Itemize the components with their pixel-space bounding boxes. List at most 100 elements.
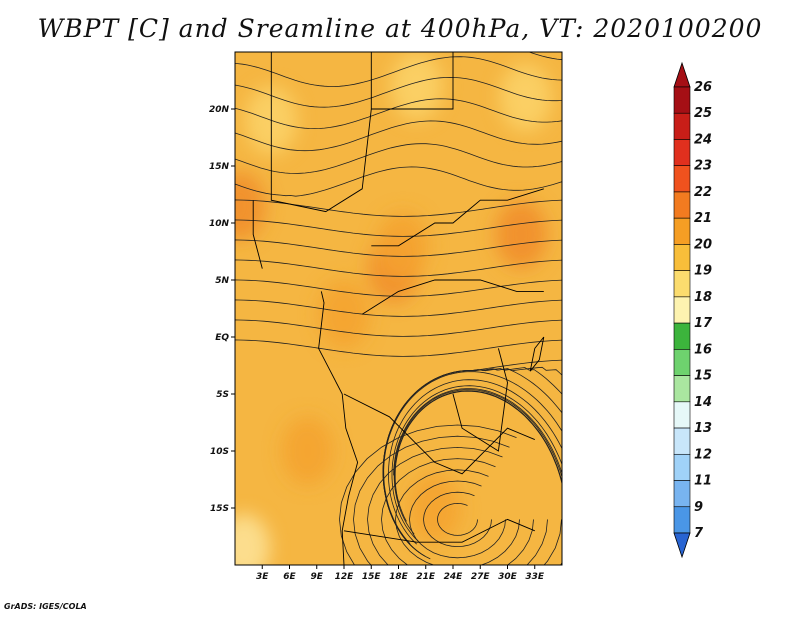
- shaded-area: [495, 200, 548, 269]
- streamline: [528, 52, 562, 61]
- colorbar-label: 14: [694, 395, 712, 410]
- shaded-area: [408, 474, 461, 542]
- colorbar-segment: [673, 401, 691, 429]
- colorbar-label: 22: [694, 185, 712, 200]
- streamline: [235, 166, 562, 197]
- colorbar-segment: [673, 86, 691, 114]
- colorbar-label: 19: [694, 264, 712, 279]
- colorbar-label: 9: [694, 500, 703, 515]
- lon-tick-label: 3E: [256, 572, 269, 582]
- lat-tick-label: 10N: [209, 219, 230, 229]
- lat-tick-label: 10S: [210, 447, 229, 457]
- colorbar-label: 24: [694, 132, 712, 147]
- streamline: [395, 469, 520, 565]
- lon-tick-label: 15E: [362, 572, 382, 582]
- country-border: [371, 188, 544, 247]
- country-border: [361, 279, 544, 315]
- colorbar-label: 7: [694, 526, 704, 541]
- colorbar-segment: [673, 112, 691, 140]
- streamline: [235, 219, 562, 237]
- shaded-area: [281, 417, 334, 485]
- streamline: [391, 385, 562, 542]
- lat-tick-label: EQ: [215, 333, 229, 343]
- lat-tick-label: 20N: [209, 105, 230, 115]
- colorbar-label: 11: [694, 474, 712, 489]
- lon-tick-label: 18E: [389, 572, 409, 582]
- lon-tick-label: 12E: [335, 572, 355, 582]
- colorbar-label: 25: [694, 106, 712, 121]
- map-panel: [235, 52, 562, 565]
- lon-tick-label: 24E: [444, 572, 464, 582]
- streamline: [393, 389, 562, 535]
- latitude-axis: 20N 15N 10N 5N EQ 5S 10S 15S: [209, 105, 235, 514]
- country-border: [252, 200, 263, 269]
- streamline: [235, 259, 562, 277]
- shaded-area: [390, 52, 443, 121]
- longitude-axis: 3E 6E 9E 12E 15E 18E 21E 24E 27E 30E 33E: [256, 565, 545, 582]
- lon-tick-label: 9E: [311, 572, 324, 582]
- colorbar-segment: [673, 322, 691, 350]
- colorbar: 26 25 24 23 22 21 20 19 18 17 16 15 14 13 12 11 9 7: [673, 61, 713, 559]
- lon-tick-label: 30E: [498, 572, 518, 582]
- colorbar-segment: [673, 453, 691, 481]
- lat-tick-label: 5S: [216, 390, 229, 400]
- country-border: [270, 52, 372, 213]
- streamline: [409, 480, 506, 559]
- colorbar-label: 15: [694, 369, 712, 384]
- country-border: [452, 348, 508, 452]
- colorbar-label: 12: [694, 447, 712, 462]
- colorbar-segment: [673, 375, 691, 403]
- streamline: [235, 319, 562, 337]
- colorbar-segment: [673, 296, 691, 324]
- temperature-shading: [235, 52, 552, 565]
- streamline: [394, 390, 562, 502]
- colorbar-label: 23: [694, 159, 712, 174]
- colorbar-label: 26: [694, 80, 712, 95]
- colorbar-label: 16: [694, 342, 712, 357]
- colorbar-label: 20: [694, 237, 712, 252]
- colorbar-bottom-cap: [673, 532, 691, 559]
- streamline: [235, 279, 562, 297]
- colorbar-segment: [673, 506, 691, 534]
- software-credit: GrADS: IGES/COLA: [4, 602, 87, 611]
- shaded-area: [377, 211, 430, 280]
- streamline: [235, 143, 562, 174]
- colorbar-segment: [673, 270, 691, 298]
- colorbar-segment: [673, 165, 691, 193]
- colorbar-label: 17: [694, 316, 713, 331]
- streamline: [353, 435, 562, 565]
- colorbar-label: 21: [694, 211, 712, 226]
- colorbar-segment: [673, 349, 691, 376]
- streamline: [235, 339, 562, 357]
- country-borders: [252, 52, 545, 565]
- streamline: [382, 368, 562, 549]
- colorbar-label: 13: [694, 421, 712, 436]
- streamline: [235, 76, 562, 108]
- shaded-area: [235, 171, 266, 240]
- lon-tick-label: 6E: [283, 572, 296, 582]
- streamline: [339, 424, 562, 565]
- colorbar-segment: [673, 217, 691, 245]
- streamline: [235, 239, 562, 257]
- lon-tick-label: 27E: [471, 572, 491, 582]
- streamline: [235, 56, 562, 87]
- lon-tick-label: 21E: [416, 572, 436, 582]
- streamline: [437, 502, 478, 536]
- lake-outline: [529, 336, 545, 372]
- colorbar-segment: [673, 480, 691, 508]
- shaded-area: [235, 513, 271, 565]
- colorbar-segment: [673, 244, 691, 271]
- lat-tick-label: 15N: [209, 162, 230, 172]
- lon-tick-label: 33E: [525, 572, 545, 582]
- streamlines: [235, 52, 562, 565]
- streamline: [423, 491, 492, 548]
- coastline: [318, 291, 359, 565]
- chart-title: WBPT [C] and Sreamline at 400hPa, VT: 20…: [37, 14, 763, 43]
- shaded-area: [499, 63, 552, 132]
- lat-tick-label: 15S: [210, 504, 229, 514]
- streamline: [235, 299, 562, 317]
- shaded-area: [318, 280, 370, 349]
- streamline: [235, 120, 562, 152]
- streamline: [388, 379, 562, 545]
